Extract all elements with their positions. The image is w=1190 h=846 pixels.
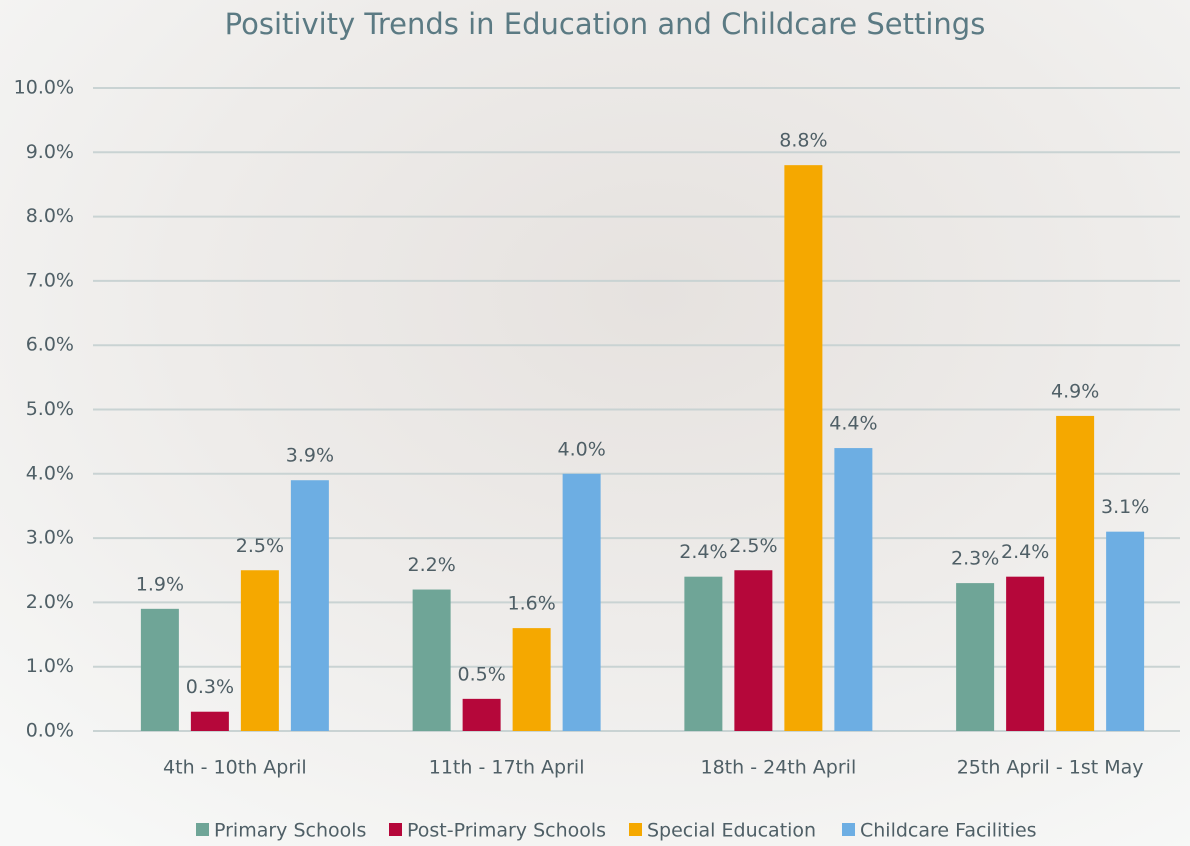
data-label: 2.2%: [407, 554, 455, 576]
y-tick-label: 7.0%: [26, 269, 74, 291]
data-label: 2.4%: [679, 541, 727, 563]
y-tick-label: 5.0%: [26, 398, 74, 420]
data-label: 0.5%: [457, 663, 505, 685]
bar: [291, 480, 329, 731]
x-tick-label: 11th - 17th April: [429, 757, 585, 779]
y-tick-label: 9.0%: [26, 141, 74, 163]
legend-label: Primary Schools: [214, 820, 366, 842]
legend-swatch: [842, 823, 855, 836]
x-tick-label: 4th - 10th April: [163, 757, 307, 779]
data-label: 3.1%: [1101, 496, 1149, 518]
legend-swatch: [389, 823, 402, 836]
y-tick-label: 3.0%: [26, 527, 74, 549]
legend-swatch: [196, 823, 209, 836]
y-tick-label: 0.0%: [26, 720, 74, 742]
bar: [956, 583, 994, 731]
chart: Positivity Trends in Education and Child…: [0, 0, 1190, 846]
bar: [513, 628, 551, 731]
data-label: 3.9%: [286, 445, 334, 467]
bar: [734, 570, 772, 731]
bar: [834, 448, 872, 731]
data-label: 4.4%: [829, 413, 877, 435]
bar: [684, 577, 722, 731]
bar: [141, 609, 179, 731]
y-tick-label: 10.0%: [14, 77, 74, 99]
data-label: 1.9%: [136, 573, 184, 595]
bar: [413, 590, 451, 731]
data-label: 2.4%: [1001, 541, 1049, 563]
data-label: 1.6%: [507, 593, 555, 615]
bar: [1006, 577, 1044, 731]
chart-title: Positivity Trends in Education and Child…: [225, 7, 986, 41]
data-label: 2.5%: [729, 535, 777, 557]
bar: [563, 474, 601, 731]
data-label: 2.5%: [236, 535, 284, 557]
y-tick-label: 6.0%: [26, 334, 74, 356]
data-label: 2.3%: [951, 548, 999, 570]
data-label: 4.9%: [1051, 380, 1099, 402]
x-tick-label: 18th - 24th April: [701, 757, 857, 779]
legend-label: Childcare Facilities: [860, 820, 1037, 842]
bar: [241, 570, 279, 731]
y-tick-label: 8.0%: [26, 205, 74, 227]
legend-label: Special Education: [647, 820, 816, 842]
bar: [463, 699, 501, 731]
legend-swatch: [629, 823, 642, 836]
data-label: 8.8%: [779, 130, 827, 152]
y-tick-label: 4.0%: [26, 462, 74, 484]
bar: [1106, 532, 1144, 731]
data-label: 4.0%: [557, 438, 605, 460]
y-tick-label: 2.0%: [26, 591, 74, 613]
x-tick-label: 25th April - 1st May: [957, 757, 1144, 779]
bar: [784, 165, 822, 731]
bar: [191, 712, 229, 731]
legend-label: Post-Primary Schools: [407, 820, 606, 842]
bar: [1056, 416, 1094, 731]
data-label: 0.3%: [186, 676, 234, 698]
y-tick-label: 1.0%: [26, 655, 74, 677]
